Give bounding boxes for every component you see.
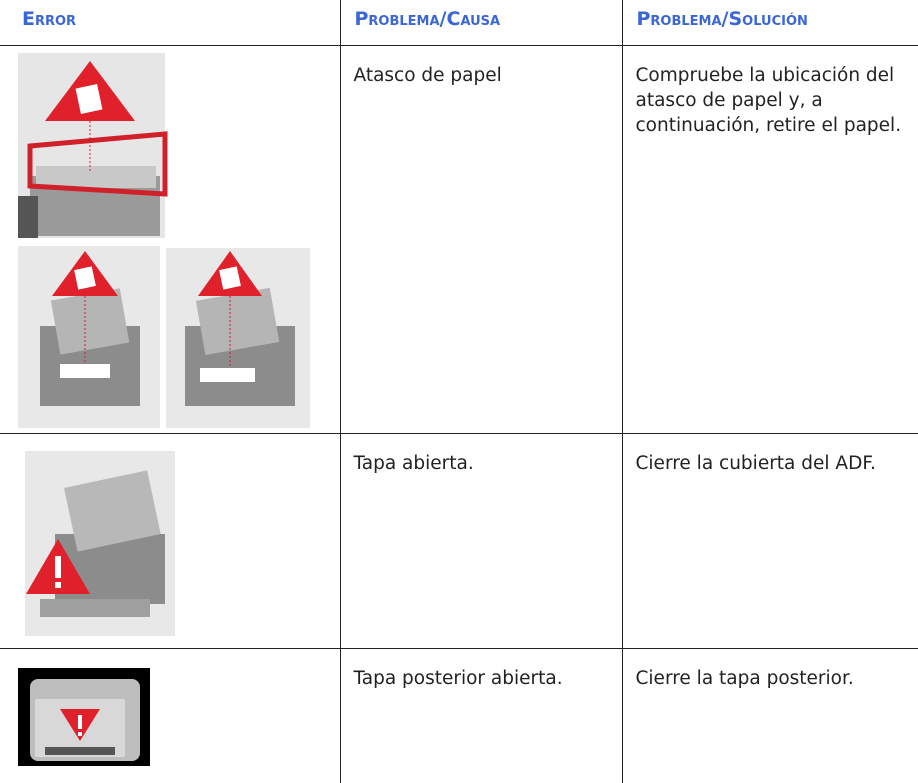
solution-cell: Compruebe la ubicación del atasco de pap… bbox=[622, 45, 918, 434]
row: Atasco de papel Compruebe la ubicación d… bbox=[0, 45, 918, 434]
header-row: Error Problema/Causa Problema/Solución bbox=[0, 0, 918, 46]
header-cell: Problema/Causa bbox=[340, 0, 623, 46]
paper-jam-images bbox=[18, 52, 310, 428]
cause-cell: Atasco de papel bbox=[340, 45, 623, 434]
row: Tapa posterior abierta. Cierre la tapa p… bbox=[0, 648, 918, 783]
image-cell bbox=[0, 648, 341, 783]
rear-cover-image bbox=[18, 667, 150, 766]
solution-cell: Cierre la tapa posterior. bbox=[635, 667, 854, 689]
cover-open-image bbox=[25, 450, 175, 636]
image-cell bbox=[0, 433, 341, 649]
cause-cell: Tapa posterior abierta. bbox=[340, 648, 623, 783]
row: Tapa abierta. Cierre la cubierta del ADF… bbox=[0, 433, 918, 649]
solution-cell: Cierre la cubierta del ADF. bbox=[622, 433, 918, 649]
image-cell bbox=[0, 45, 341, 434]
header-cell: Problema/Solución bbox=[622, 0, 918, 46]
header-cell: Error bbox=[0, 0, 341, 46]
cause-cell: Tapa abierta. bbox=[340, 433, 623, 649]
